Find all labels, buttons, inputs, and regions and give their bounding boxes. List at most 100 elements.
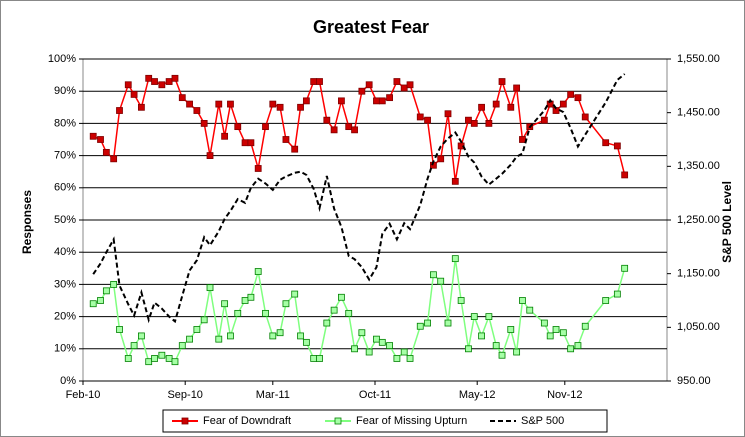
data-point	[297, 332, 304, 340]
data-point	[567, 345, 575, 353]
data-point	[465, 345, 472, 353]
data-point	[97, 136, 104, 143]
data-point	[130, 342, 138, 349]
data-point	[429, 271, 437, 279]
x-tick-label: Nov-12	[547, 389, 582, 401]
data-point	[351, 345, 358, 353]
data-point	[241, 297, 249, 304]
data-point	[451, 255, 459, 263]
data-point	[302, 97, 310, 105]
data-point	[171, 74, 179, 82]
data-point	[602, 297, 610, 304]
data-point	[221, 132, 229, 140]
data-point	[158, 81, 166, 89]
x-tick-label: Sep-10	[167, 389, 202, 401]
data-point	[567, 91, 575, 98]
x-tick-label: Feb-10	[66, 389, 101, 401]
data-point	[330, 126, 338, 134]
data-point	[124, 355, 132, 362]
data-point	[451, 177, 459, 185]
data-point	[234, 123, 242, 131]
data-point	[400, 348, 408, 356]
data-point	[519, 136, 526, 143]
data-point	[373, 97, 380, 105]
data-point	[186, 100, 193, 108]
data-point	[424, 116, 431, 124]
y2-tick-label: 1,050.00	[677, 321, 720, 333]
data-point	[151, 78, 158, 85]
y-tick-label: 20%	[54, 311, 76, 323]
data-point	[485, 120, 493, 127]
data-point	[465, 116, 472, 124]
data-point	[507, 326, 515, 333]
data-point	[581, 322, 589, 330]
y2-tick-label: 950.00	[677, 375, 711, 387]
y2-axis-title: S&P 500 Level	[720, 181, 734, 263]
data-point	[247, 139, 255, 147]
data-point	[574, 342, 582, 349]
data-point	[110, 155, 118, 163]
data-point	[89, 300, 97, 308]
y2-tick-label: 1,550.00	[677, 53, 720, 65]
data-point	[97, 297, 104, 304]
data-point	[116, 107, 123, 114]
data-point	[102, 148, 110, 156]
y2-tick-label: 1,250.00	[677, 214, 720, 226]
data-point	[492, 100, 500, 108]
data-point	[386, 342, 394, 349]
y-tick-label: 70%	[54, 150, 76, 162]
y2-tick-label: 1,450.00	[677, 107, 720, 119]
data-point	[310, 78, 318, 85]
data-point	[262, 309, 269, 317]
data-point	[386, 94, 394, 102]
y-tick-label: 40%	[54, 246, 76, 258]
data-point	[621, 264, 629, 272]
data-point	[393, 78, 401, 85]
data-point	[254, 268, 262, 275]
data-point	[406, 355, 414, 362]
y-tick-label: 100%	[48, 53, 76, 65]
y-tick-label: 30%	[54, 278, 76, 290]
y2-tick-label: 1,350.00	[677, 160, 720, 172]
data-point	[478, 103, 485, 111]
data-point	[424, 319, 431, 327]
data-point	[282, 136, 290, 143]
data-point	[269, 332, 277, 340]
legend-marker	[181, 417, 189, 425]
data-point	[358, 87, 366, 95]
y-axis-title: Responses	[20, 190, 34, 254]
data-point	[206, 284, 214, 292]
data-point	[247, 293, 255, 301]
data-point	[116, 326, 123, 333]
x-tick-label: Mar-11	[256, 389, 290, 401]
data-point	[215, 335, 223, 343]
data-point	[178, 94, 186, 102]
data-point	[262, 123, 269, 131]
data-point	[206, 152, 214, 160]
data-point	[158, 351, 166, 359]
data-point	[546, 332, 554, 340]
data-point	[186, 335, 193, 343]
data-point	[345, 123, 353, 131]
data-point	[378, 97, 386, 105]
y-tick-label: 90%	[54, 85, 76, 97]
data-point	[227, 100, 234, 108]
data-point	[89, 132, 97, 140]
data-point	[526, 306, 534, 314]
data-point	[151, 355, 158, 362]
data-point	[171, 358, 179, 366]
data-point	[437, 277, 445, 285]
data-point	[227, 332, 234, 340]
data-point	[323, 116, 331, 124]
y-tick-label: 0%	[60, 375, 76, 387]
data-point	[137, 103, 145, 111]
data-point	[178, 342, 186, 349]
data-point	[200, 120, 208, 127]
data-point	[574, 94, 582, 102]
data-point	[345, 309, 353, 317]
data-point	[165, 355, 173, 362]
data-point	[215, 100, 223, 108]
legend-label: S&P 500	[521, 415, 564, 427]
data-point	[416, 113, 424, 121]
